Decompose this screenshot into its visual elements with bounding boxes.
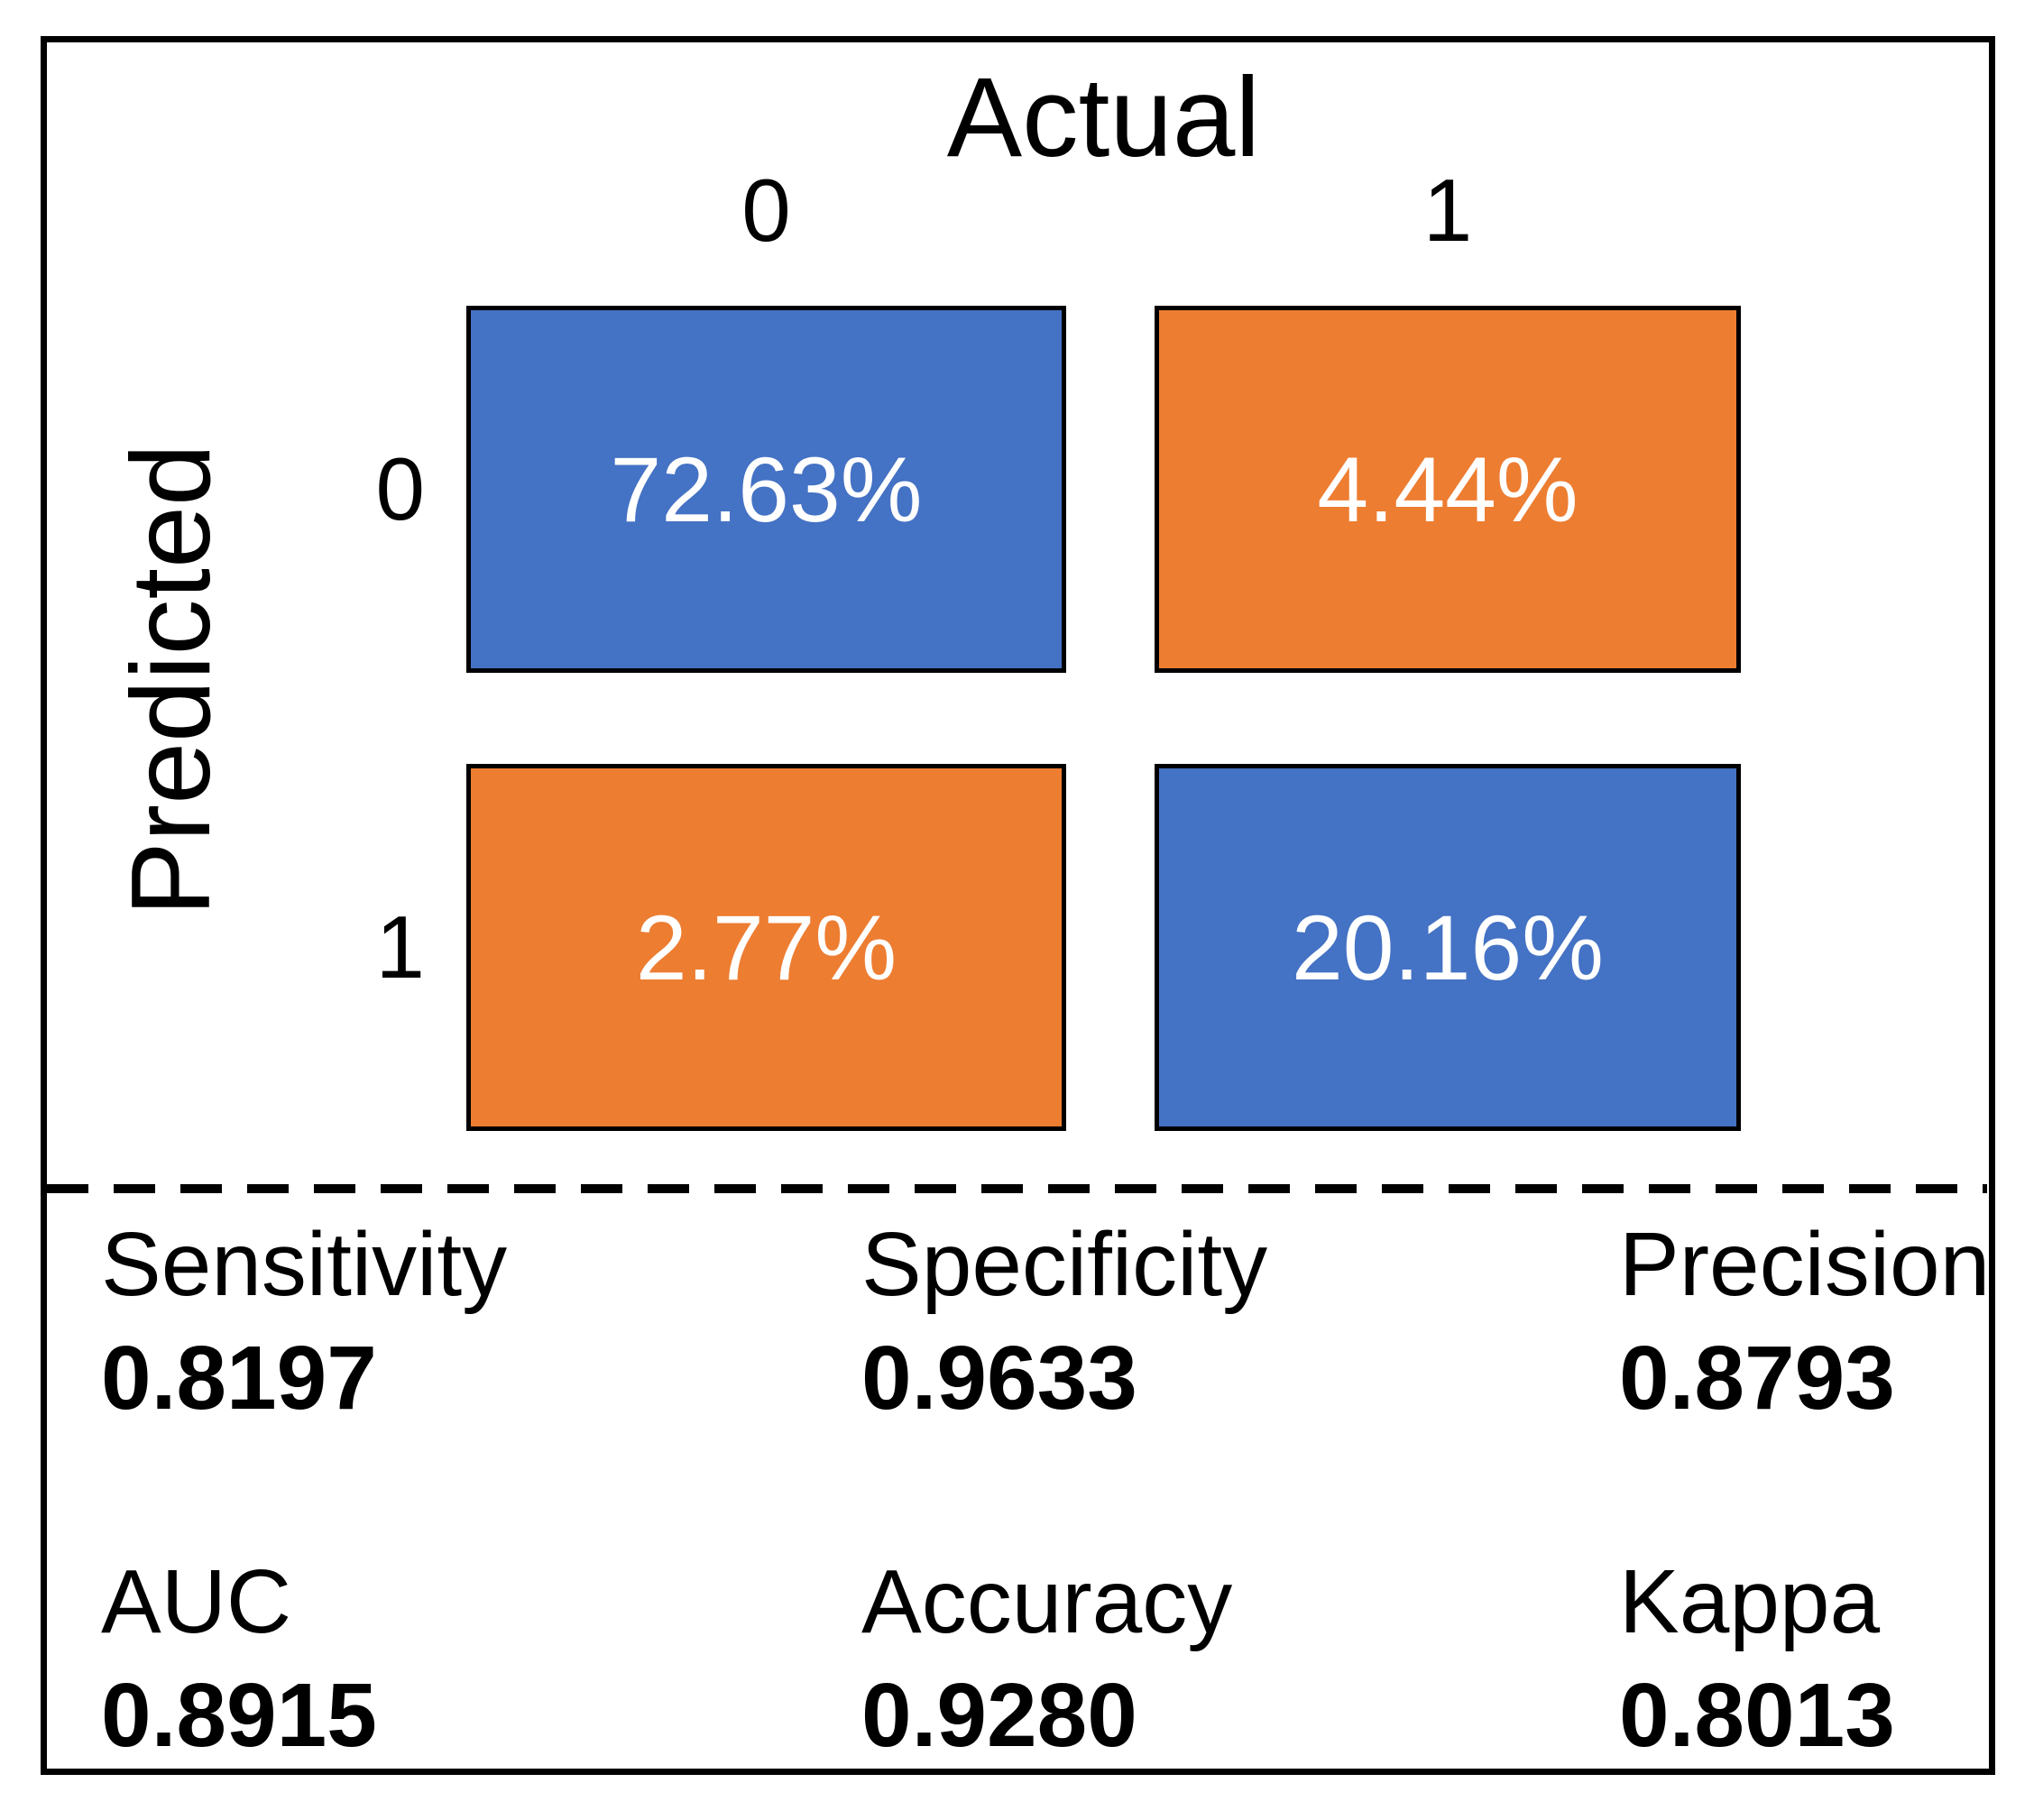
matrix-cell-true-negative: 72.63% xyxy=(466,306,1066,673)
row-label-predicted-1: 1 xyxy=(375,897,425,997)
column-label-actual-0: 0 xyxy=(741,161,791,260)
predicted-axis-title: Predicted xyxy=(109,444,234,916)
matrix-cell-false-positive: 2.77% xyxy=(466,764,1066,1131)
metric-label: Sensitivity xyxy=(101,1214,508,1315)
row-label-predicted-0: 0 xyxy=(375,439,425,538)
metric-sensitivity: Sensitivity 0.8197 xyxy=(101,1214,678,1423)
metric-kappa: Kappa 0.8013 xyxy=(1619,1551,2034,1760)
metric-value: 0.8197 xyxy=(101,1328,377,1429)
metric-auc: AUC 0.8915 xyxy=(101,1551,678,1760)
metric-value: 0.8793 xyxy=(1619,1328,1895,1429)
matrix-cell-true-positive: 20.16% xyxy=(1155,764,1741,1131)
metric-value: 0.9633 xyxy=(861,1328,1137,1429)
matrix-cell-false-negative: 4.44% xyxy=(1155,306,1741,673)
metric-precision: Precision 0.8793 xyxy=(1619,1214,2034,1423)
metric-label: Precision xyxy=(1619,1214,1991,1315)
metric-label: Accuracy xyxy=(861,1551,1233,1652)
metric-value: 0.9280 xyxy=(861,1665,1137,1766)
column-label-actual-1: 1 xyxy=(1422,161,1473,260)
dashed-divider xyxy=(47,1184,1987,1193)
metric-accuracy: Accuracy 0.9280 xyxy=(861,1551,1439,1760)
metric-specificity: Specificity 0.9633 xyxy=(861,1214,1439,1423)
metric-label: Kappa xyxy=(1619,1551,1881,1652)
metric-value: 0.8013 xyxy=(1619,1665,1895,1766)
metric-value: 0.8915 xyxy=(101,1665,377,1766)
metric-label: Specificity xyxy=(861,1214,1268,1315)
metric-label: AUC xyxy=(101,1551,292,1652)
actual-axis-title: Actual xyxy=(946,55,1261,180)
